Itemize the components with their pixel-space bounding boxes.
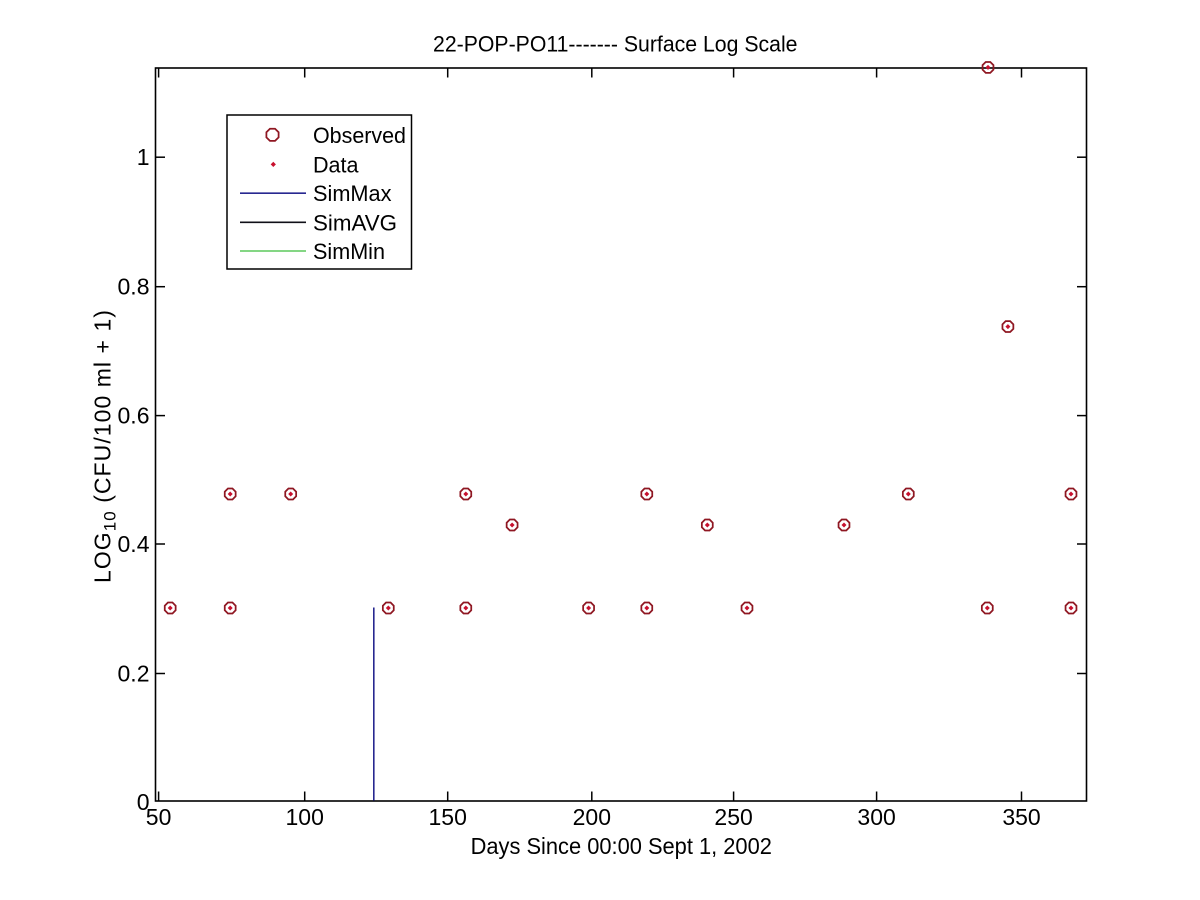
svg-text:300: 300 [857, 804, 895, 830]
svg-text:1: 1 [137, 144, 150, 170]
svg-text:0.2: 0.2 [118, 661, 150, 687]
svg-text:150: 150 [429, 804, 467, 830]
svg-text:250: 250 [714, 804, 752, 830]
svg-text:SimAVG: SimAVG [313, 210, 397, 235]
svg-text:Observed: Observed [313, 123, 406, 148]
svg-text:SimMin: SimMin [313, 239, 385, 264]
svg-text:0.4: 0.4 [118, 531, 150, 557]
svg-text:LOG10 (CFU/100 ml + 1): LOG10 (CFU/100 ml + 1) [90, 309, 120, 583]
svg-text:0.8: 0.8 [118, 274, 150, 300]
svg-text:Data: Data [313, 152, 359, 177]
svg-text:200: 200 [573, 804, 611, 830]
svg-text:SimMax: SimMax [313, 181, 392, 206]
svg-text:100: 100 [286, 804, 324, 830]
svg-text:0: 0 [137, 789, 150, 815]
svg-text:22-POP-PO11------- Surface Log: 22-POP-PO11------- Surface Log Scale [433, 32, 798, 57]
svg-text:350: 350 [1002, 804, 1040, 830]
svg-text:0.6: 0.6 [118, 403, 150, 429]
svg-text:50: 50 [146, 804, 172, 830]
svg-text:Days Since 00:00 Sept 1, 2002: Days Since 00:00 Sept 1, 2002 [471, 833, 772, 859]
